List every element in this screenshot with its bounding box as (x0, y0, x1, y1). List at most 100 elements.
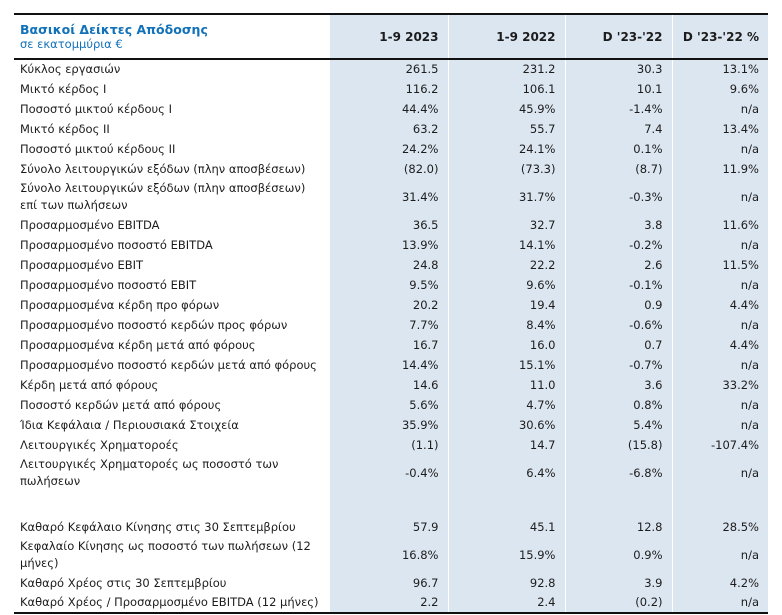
value-1-9-2022: 16.0 (447, 335, 565, 355)
value-delta-pct: 13.4% (671, 119, 768, 139)
table-title-cell: Βασικοί Δείκτες Απόδοσης σε εκατομμύρια … (14, 13, 330, 60)
financial-report-page: Βασικοί Δείκτες Απόδοσης σε εκατομμύρια … (0, 13, 782, 615)
table-header-row: Βασικοί Δείκτες Απόδοσης σε εκατομμύρια … (14, 13, 768, 60)
spacer-value-cell (564, 491, 672, 517)
value-delta: -1.4% (564, 99, 672, 119)
value-delta-pct: n/a (671, 455, 768, 491)
table-row: Λειτουργικές Χρηματοροές (1.1) 14.7 (15.8) -… (14, 435, 768, 455)
value-delta-pct: n/a (671, 537, 768, 573)
value-1-9-2023: 2.2 (330, 593, 448, 614)
value-1-9-2023: 57.9 (330, 517, 448, 537)
table-row: Ποσοστό κερδών μετά από φόρους 5.6% 4.7% 0.… (14, 395, 768, 415)
row-label: Ποσοστό μικτού κέρδους II (14, 139, 330, 159)
value-1-9-2022: 31.7% (447, 179, 565, 215)
value-delta-pct: n/a (671, 415, 768, 435)
row-label: Ποσοστό μικτού κέρδους I (14, 99, 330, 119)
value-delta: 10.1 (564, 79, 672, 99)
value-delta-pct: -107.4% (671, 435, 768, 455)
value-1-9-2023: 24.8 (330, 255, 448, 275)
table-title: Βασικοί Δείκτες Απόδοσης (20, 21, 208, 37)
column-header-delta-pct: D '23-'22 % (671, 13, 768, 60)
table-row: Λειτουργικές Χρηματοροές ως ποσοστό των … (14, 455, 768, 491)
value-1-9-2023: 14.6 (330, 375, 448, 395)
table-row: Μικτό κέρδος I 116.2 106.1 10.1 9.6% (14, 79, 768, 99)
value-1-9-2023: 20.2 (330, 295, 448, 315)
row-label: Λειτουργικές Χρηματοροές ως ποσοστό των … (14, 455, 330, 491)
value-delta-pct: n/a (671, 179, 768, 215)
value-1-9-2022: (73.3) (447, 159, 565, 179)
kpi-table: Βασικοί Δείκτες Απόδοσης σε εκατομμύρια … (14, 13, 768, 614)
value-delta: 3.8 (564, 215, 672, 235)
value-delta: 5.4% (564, 415, 672, 435)
value-delta-pct: n/a (671, 139, 768, 159)
spacer-label-cell (14, 491, 330, 517)
value-delta: -0.3% (564, 179, 672, 215)
value-delta-pct: n/a (671, 275, 768, 295)
value-delta-pct: 28.5% (671, 517, 768, 537)
row-label: Ίδια Κεφάλαια / Περιουσιακά Στοιχεία (14, 415, 330, 435)
value-1-9-2022: 32.7 (447, 215, 565, 235)
value-1-9-2022: 4.7% (447, 395, 565, 415)
section-spacer-row (14, 491, 768, 517)
value-1-9-2023: 9.5% (330, 275, 448, 295)
table-row: Κέρδη μετά από φόρους 14.6 11.0 3.6 33.2% (14, 375, 768, 395)
value-delta: (8.7) (564, 159, 672, 179)
value-1-9-2022: 9.6% (447, 275, 565, 295)
table-row: Προσαρμοσμένο ποσοστό EBITDA 13.9% 14.1% -0… (14, 235, 768, 255)
value-delta-pct: 4.4% (671, 295, 768, 315)
value-1-9-2023: 7.7% (330, 315, 448, 335)
row-label: Σύνολο λειτουργικών εξόδων (πλην αποσβέσ… (14, 179, 330, 215)
row-label: Καθαρό Χρέος / Προσαρμοσμένο EBITDA (12 … (14, 593, 330, 614)
row-label: Προσαρμοσμένο ποσοστό κερδών προς φόρων (14, 315, 330, 335)
value-delta: -6.8% (564, 455, 672, 491)
value-1-9-2022: 22.2 (447, 255, 565, 275)
table-row: Κεφαλαίο Κίνησης ως ποσοστό των πωλήσεων… (14, 537, 768, 573)
value-1-9-2023: (1.1) (330, 435, 448, 455)
value-delta-pct: n/a (671, 395, 768, 415)
row-label: Καθαρό Κεφάλαιο Κίνησης στις 30 Σεπτεμβρ… (14, 517, 330, 537)
row-label: Προσαρμοσμένο EBITDA (14, 215, 330, 235)
value-1-9-2022: 45.9% (447, 99, 565, 119)
value-delta-pct: 33.2% (671, 375, 768, 395)
column-header-1-9-2022: 1-9 2022 (447, 13, 565, 60)
value-delta-pct: 11.9% (671, 159, 768, 179)
value-1-9-2023: 16.7 (330, 335, 448, 355)
table-row: Προσαρμοσμένα κέρδη μετά από φόρους 16.7 1… (14, 335, 768, 355)
row-label: Προσαρμοσμένο EBIT (14, 255, 330, 275)
value-1-9-2022: 15.1% (447, 355, 565, 375)
value-1-9-2023: 16.8% (330, 537, 448, 573)
table-row: Καθαρό Χρέος / Προσαρμοσμένο EBITDA (12 … (14, 593, 768, 614)
value-delta: 2.6 (564, 255, 672, 275)
value-1-9-2022: 19.4 (447, 295, 565, 315)
value-1-9-2022: 30.6% (447, 415, 565, 435)
value-1-9-2022: 14.7 (447, 435, 565, 455)
value-delta: -0.1% (564, 275, 672, 295)
value-delta: -0.2% (564, 235, 672, 255)
value-1-9-2022: 106.1 (447, 79, 565, 99)
value-1-9-2022: 92.8 (447, 573, 565, 593)
value-delta: (0.2) (564, 593, 672, 614)
value-1-9-2023: -0.4% (330, 455, 448, 491)
value-1-9-2023: 116.2 (330, 79, 448, 99)
table-row: Προσαρμοσμένο EBIT 24.8 22.2 2.6 11.5% (14, 255, 768, 275)
value-1-9-2022: 55.7 (447, 119, 565, 139)
row-label: Μικτό κέρδος I (14, 79, 330, 99)
row-label: Λειτουργικές Χρηματοροές (14, 435, 330, 455)
value-1-9-2023: 5.6% (330, 395, 448, 415)
value-delta-pct: 11.5% (671, 255, 768, 275)
row-label: Κέρδη μετά από φόρους (14, 375, 330, 395)
spacer-value-cell (671, 491, 768, 517)
table-row: Ποσοστό μικτού κέρδους II 24.2% 24.1% 0.1% n… (14, 139, 768, 159)
value-delta-pct: n/a (671, 355, 768, 375)
value-delta: 0.8% (564, 395, 672, 415)
value-1-9-2023: 31.4% (330, 179, 448, 215)
value-delta-pct: n/a (671, 315, 768, 335)
value-1-9-2023: (82.0) (330, 159, 448, 179)
table-row: Σύνολο λειτουργικών εξόδων (πλην αποσβέσ… (14, 159, 768, 179)
value-1-9-2022: 11.0 (447, 375, 565, 395)
table-row: Προσαρμοσμένα κέρδη προ φόρων 20.2 19.4 0.9… (14, 295, 768, 315)
value-1-9-2022: 6.4% (447, 455, 565, 491)
value-1-9-2022: 2.4 (447, 593, 565, 614)
row-label: Προσαρμοσμένα κέρδη προ φόρων (14, 295, 330, 315)
value-delta: 3.6 (564, 375, 672, 395)
